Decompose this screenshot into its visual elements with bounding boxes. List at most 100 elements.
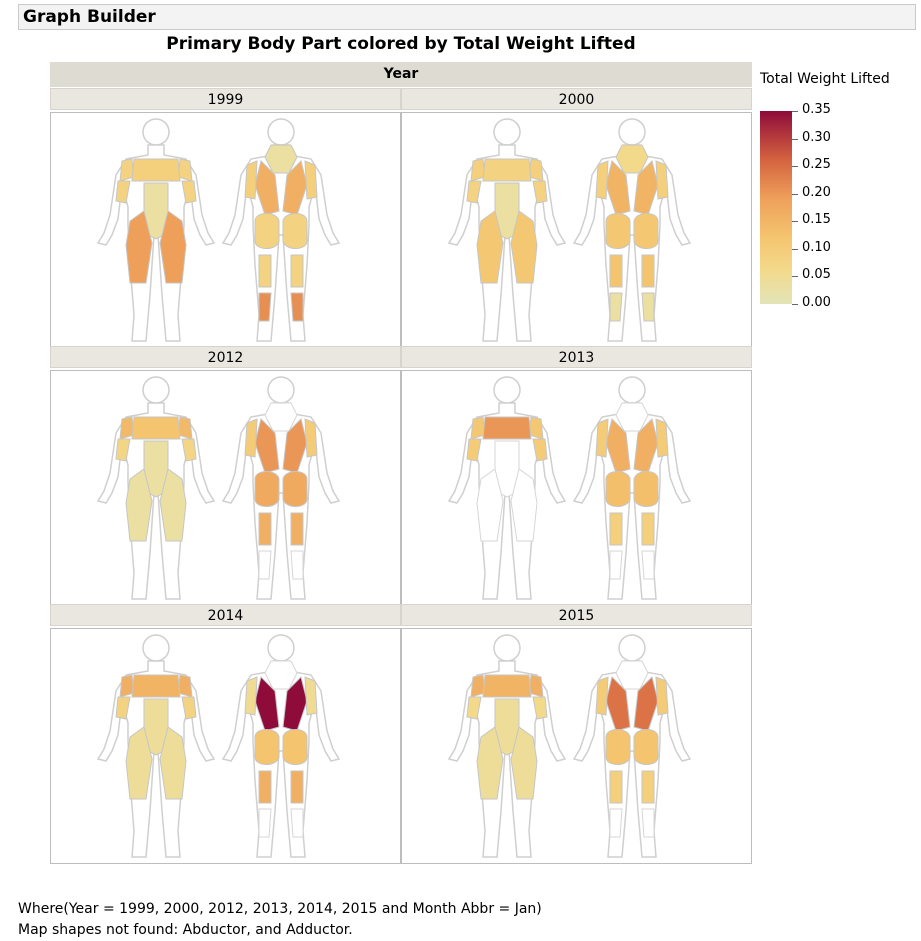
quad-left[interactable] [125, 726, 153, 800]
calf-right[interactable] [641, 292, 655, 322]
calf-left[interactable] [609, 550, 623, 580]
bicep-right[interactable] [532, 696, 548, 720]
glute-left[interactable] [605, 213, 631, 249]
quad-right[interactable] [510, 468, 538, 542]
hamstring-right[interactable] [290, 254, 304, 288]
calf-right[interactable] [641, 808, 655, 838]
graph-builder-title-bar[interactable]: Graph Builder [18, 4, 916, 30]
glute-left[interactable] [254, 471, 280, 507]
tricep-right[interactable] [304, 676, 318, 716]
tricep-left[interactable] [244, 418, 258, 458]
tricep-right[interactable] [655, 418, 669, 458]
glute-right[interactable] [633, 729, 659, 765]
panel-label-2013[interactable]: 2013 [401, 346, 752, 368]
tricep-left[interactable] [595, 160, 609, 200]
glute-right[interactable] [633, 213, 659, 249]
body-map-panel-2015[interactable] [401, 628, 752, 864]
glute-left[interactable] [605, 729, 631, 765]
quad-left[interactable] [476, 468, 504, 542]
tricep-left[interactable] [595, 418, 609, 458]
bicep-right[interactable] [181, 438, 197, 462]
tricep-right[interactable] [304, 418, 318, 458]
tricep-right[interactable] [655, 676, 669, 716]
color-gradient-legend[interactable] [760, 111, 792, 304]
body-map-panel-2014[interactable] [50, 628, 401, 864]
panel-label-2012[interactable]: 2012 [50, 346, 401, 368]
hamstring-right[interactable] [290, 770, 304, 804]
chest[interactable] [131, 416, 181, 440]
body-map-panel-2012[interactable] [50, 370, 401, 606]
calf-left[interactable] [258, 550, 272, 580]
glute-right[interactable] [633, 471, 659, 507]
calf-left[interactable] [609, 808, 623, 838]
legend-tick [792, 276, 798, 278]
tricep-left[interactable] [244, 676, 258, 716]
back-figure [572, 118, 692, 342]
body-map-panel-1999[interactable] [50, 112, 401, 348]
calf-left[interactable] [609, 292, 623, 322]
bicep-right[interactable] [532, 438, 548, 462]
calf-left[interactable] [258, 292, 272, 322]
panel-label-2015[interactable]: 2015 [401, 604, 752, 626]
hamstring-left[interactable] [609, 512, 623, 546]
bicep-left[interactable] [466, 438, 482, 462]
hamstring-left[interactable] [609, 254, 623, 288]
hamstring-left[interactable] [609, 770, 623, 804]
quad-right[interactable] [159, 210, 187, 284]
quad-right[interactable] [159, 726, 187, 800]
bicep-left[interactable] [115, 696, 131, 720]
hamstring-left[interactable] [258, 770, 272, 804]
quad-left[interactable] [476, 726, 504, 800]
bicep-right[interactable] [181, 696, 197, 720]
legend-tick-label: 0.25 [802, 157, 831, 173]
quad-right[interactable] [510, 726, 538, 800]
bicep-right[interactable] [532, 180, 548, 204]
bicep-left[interactable] [115, 438, 131, 462]
glute-left[interactable] [254, 729, 280, 765]
chest[interactable] [131, 674, 181, 698]
body-map-panel-2000[interactable] [401, 112, 752, 348]
quad-left[interactable] [125, 468, 153, 542]
hamstring-right[interactable] [641, 770, 655, 804]
panel-label-1999[interactable]: 1999 [50, 88, 401, 110]
legend-tick [792, 221, 798, 223]
quad-left[interactable] [476, 210, 504, 284]
glute-left[interactable] [605, 471, 631, 507]
glute-left[interactable] [254, 213, 280, 249]
tricep-left[interactable] [244, 160, 258, 200]
quad-right[interactable] [159, 468, 187, 542]
back-figure [221, 634, 341, 858]
window-title: Graph Builder [23, 7, 156, 27]
quad-left[interactable] [125, 210, 153, 284]
tricep-right[interactable] [304, 160, 318, 200]
hamstring-left[interactable] [258, 254, 272, 288]
hamstring-right[interactable] [290, 512, 304, 546]
hamstring-right[interactable] [641, 512, 655, 546]
bicep-left[interactable] [466, 180, 482, 204]
chest[interactable] [482, 158, 532, 182]
tricep-left[interactable] [595, 676, 609, 716]
calf-right[interactable] [641, 550, 655, 580]
bicep-right[interactable] [181, 180, 197, 204]
hamstring-right[interactable] [641, 254, 655, 288]
body-map-panel-2013[interactable] [401, 370, 752, 606]
glute-right[interactable] [282, 729, 308, 765]
glute-right[interactable] [282, 471, 308, 507]
calf-right[interactable] [290, 808, 304, 838]
panel-label-2014[interactable]: 2014 [50, 604, 401, 626]
panel-label-2000[interactable]: 2000 [401, 88, 752, 110]
facet-header-year[interactable]: Year [50, 62, 752, 87]
glute-right[interactable] [282, 213, 308, 249]
calf-right[interactable] [290, 550, 304, 580]
calf-right[interactable] [290, 292, 304, 322]
chest[interactable] [131, 158, 181, 182]
chest[interactable] [482, 674, 532, 698]
bicep-left[interactable] [466, 696, 482, 720]
bicep-left[interactable] [115, 180, 131, 204]
quad-right[interactable] [510, 210, 538, 284]
legend-tick-label: 0.30 [802, 129, 831, 145]
chest[interactable] [482, 416, 532, 440]
calf-left[interactable] [258, 808, 272, 838]
hamstring-left[interactable] [258, 512, 272, 546]
tricep-right[interactable] [655, 160, 669, 200]
